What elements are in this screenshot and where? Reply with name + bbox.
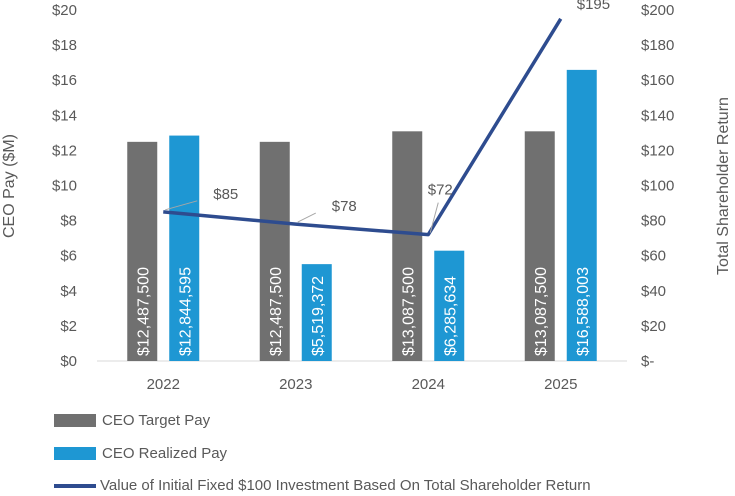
y2-tick-label: $20 <box>641 318 666 335</box>
y-axis-title: CEO Pay ($M) <box>1 134 18 238</box>
bar-target-pay <box>127 141 158 361</box>
tsr-leader-line <box>165 200 198 211</box>
tsr-leader-line <box>297 212 316 223</box>
y-tick-label: $14 <box>52 107 77 124</box>
x-tick-label: 2022 <box>147 376 180 393</box>
y2-tick-label: $180 <box>641 37 674 54</box>
y-tick-label: $0 <box>60 353 77 370</box>
y-tick-label: $2 <box>60 318 77 335</box>
legend-label-realized-pay: CEO Realized Pay <box>102 445 228 462</box>
y2-tick-label: $140 <box>641 107 674 124</box>
y2-tick-label: $- <box>641 353 654 370</box>
bar-data-label: $5,519,372 <box>310 276 327 356</box>
legend-swatch-realized-pay <box>54 447 96 460</box>
y2-tick-label: $160 <box>641 72 674 89</box>
y-tick-label: $6 <box>60 248 77 265</box>
y-tick-label: $4 <box>60 283 77 300</box>
y2-tick-label: $100 <box>641 178 674 195</box>
bar-data-label: $12,844,595 <box>177 267 194 356</box>
bar-data-label: $12,487,500 <box>135 267 152 356</box>
y-tick-label: $8 <box>60 213 77 230</box>
bar-target-pay <box>392 131 423 361</box>
chart: $0 $2 $4 $6 $8 $10 $12 $14 $16 $18 $20 $- $20 $40 $60 $… <box>1 0 732 393</box>
legend-label-tsr: Value of Initial Fixed $100 Investment B… <box>100 477 591 494</box>
bar-data-label: $6,285,634 <box>442 276 459 356</box>
tsr-data-label: $72 <box>428 182 453 199</box>
x-tick-label: 2023 <box>279 376 312 393</box>
bar-realized-pay <box>301 264 332 361</box>
legend-label-target-pay: CEO Target Pay <box>102 412 211 429</box>
legend-swatch-target-pay <box>54 414 96 427</box>
y-tick-label: $16 <box>52 72 77 89</box>
legend-item-target-pay: CEO Target Pay <box>54 412 210 429</box>
tsr-data-label: $85 <box>213 186 238 203</box>
tsr-leader-line <box>429 202 439 233</box>
bar-data-label: $13,087,500 <box>400 267 417 356</box>
bar-data-label: $13,087,500 <box>533 267 550 356</box>
y-tick-label: $20 <box>52 2 77 19</box>
bar-realized-pay <box>434 250 465 361</box>
bar-data-label: $16,588,003 <box>575 267 592 356</box>
y2-tick-label: $60 <box>641 248 666 265</box>
legend-item-realized-pay: CEO Realized Pay <box>54 445 227 462</box>
bar-data-label: $12,487,500 <box>268 267 285 356</box>
tsr-data-label: $195 <box>577 0 610 13</box>
legend-swatch-tsr <box>54 483 96 488</box>
y2-tick-label: $200 <box>641 2 674 19</box>
bar-target-pay <box>524 131 555 361</box>
y2-tick-label: $80 <box>641 213 666 230</box>
y-tick-label: $18 <box>52 37 77 54</box>
y2-tick-label: $40 <box>641 283 666 300</box>
bar-target-pay <box>259 141 290 361</box>
legend-item-tsr: Value of Initial Fixed $100 Investment B… <box>54 477 591 494</box>
tsr-data-label: $78 <box>332 198 357 215</box>
y-tick-label: $12 <box>52 142 77 159</box>
x-tick-label: 2024 <box>412 376 445 393</box>
x-tick-label: 2025 <box>544 376 577 393</box>
bar-realized-pay <box>169 135 200 361</box>
tsr-line <box>163 17 563 237</box>
y2-axis-title: Total Shareholder Return <box>715 97 732 275</box>
bar-realized-pay <box>566 69 597 361</box>
y-tick-label: $10 <box>52 178 77 195</box>
y2-tick-label: $120 <box>641 142 674 159</box>
